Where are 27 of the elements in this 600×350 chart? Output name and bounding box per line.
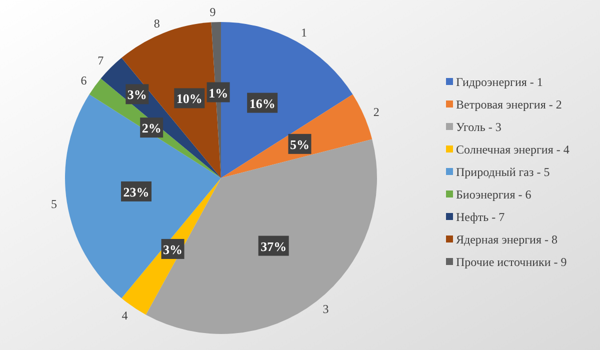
data-label: 3% <box>127 87 147 102</box>
text: 2 <box>373 105 380 120</box>
data-label: 23% <box>123 184 150 200</box>
text: 1 <box>300 26 307 40</box>
text: 7 <box>98 54 104 68</box>
legend-label: Уголь - 3 <box>456 120 502 134</box>
data-label: 37% <box>260 238 287 254</box>
text: 6 <box>80 73 87 88</box>
legend-label: Гидроэнергия - 1 <box>456 75 543 89</box>
data-label: 1% <box>208 85 228 100</box>
text: 3 <box>322 302 329 316</box>
legend-label: Ядерная энергия - 8 <box>456 232 558 246</box>
data-label: 3% <box>163 242 183 257</box>
legend-label: Ветровая энергия - 2 <box>456 98 562 112</box>
legend-label: Биоэнергия - 6 <box>456 188 532 202</box>
text: 9 <box>210 5 216 20</box>
legend-label: Природный газ - 5 <box>456 165 550 179</box>
text: 5 <box>51 196 58 211</box>
legend-label: Солнечная энергия - 4 <box>456 142 570 156</box>
text: 4 <box>122 308 128 322</box>
text: 8 <box>154 16 160 31</box>
legend-label: Нефть - 7 <box>456 210 505 224</box>
legend-label: Прочие источники - 9 <box>456 255 567 269</box>
data-label: 16% <box>249 96 276 111</box>
data-label: 5% <box>290 136 310 152</box>
data-label: 10% <box>176 91 202 106</box>
data-label: 2% <box>142 120 162 136</box>
